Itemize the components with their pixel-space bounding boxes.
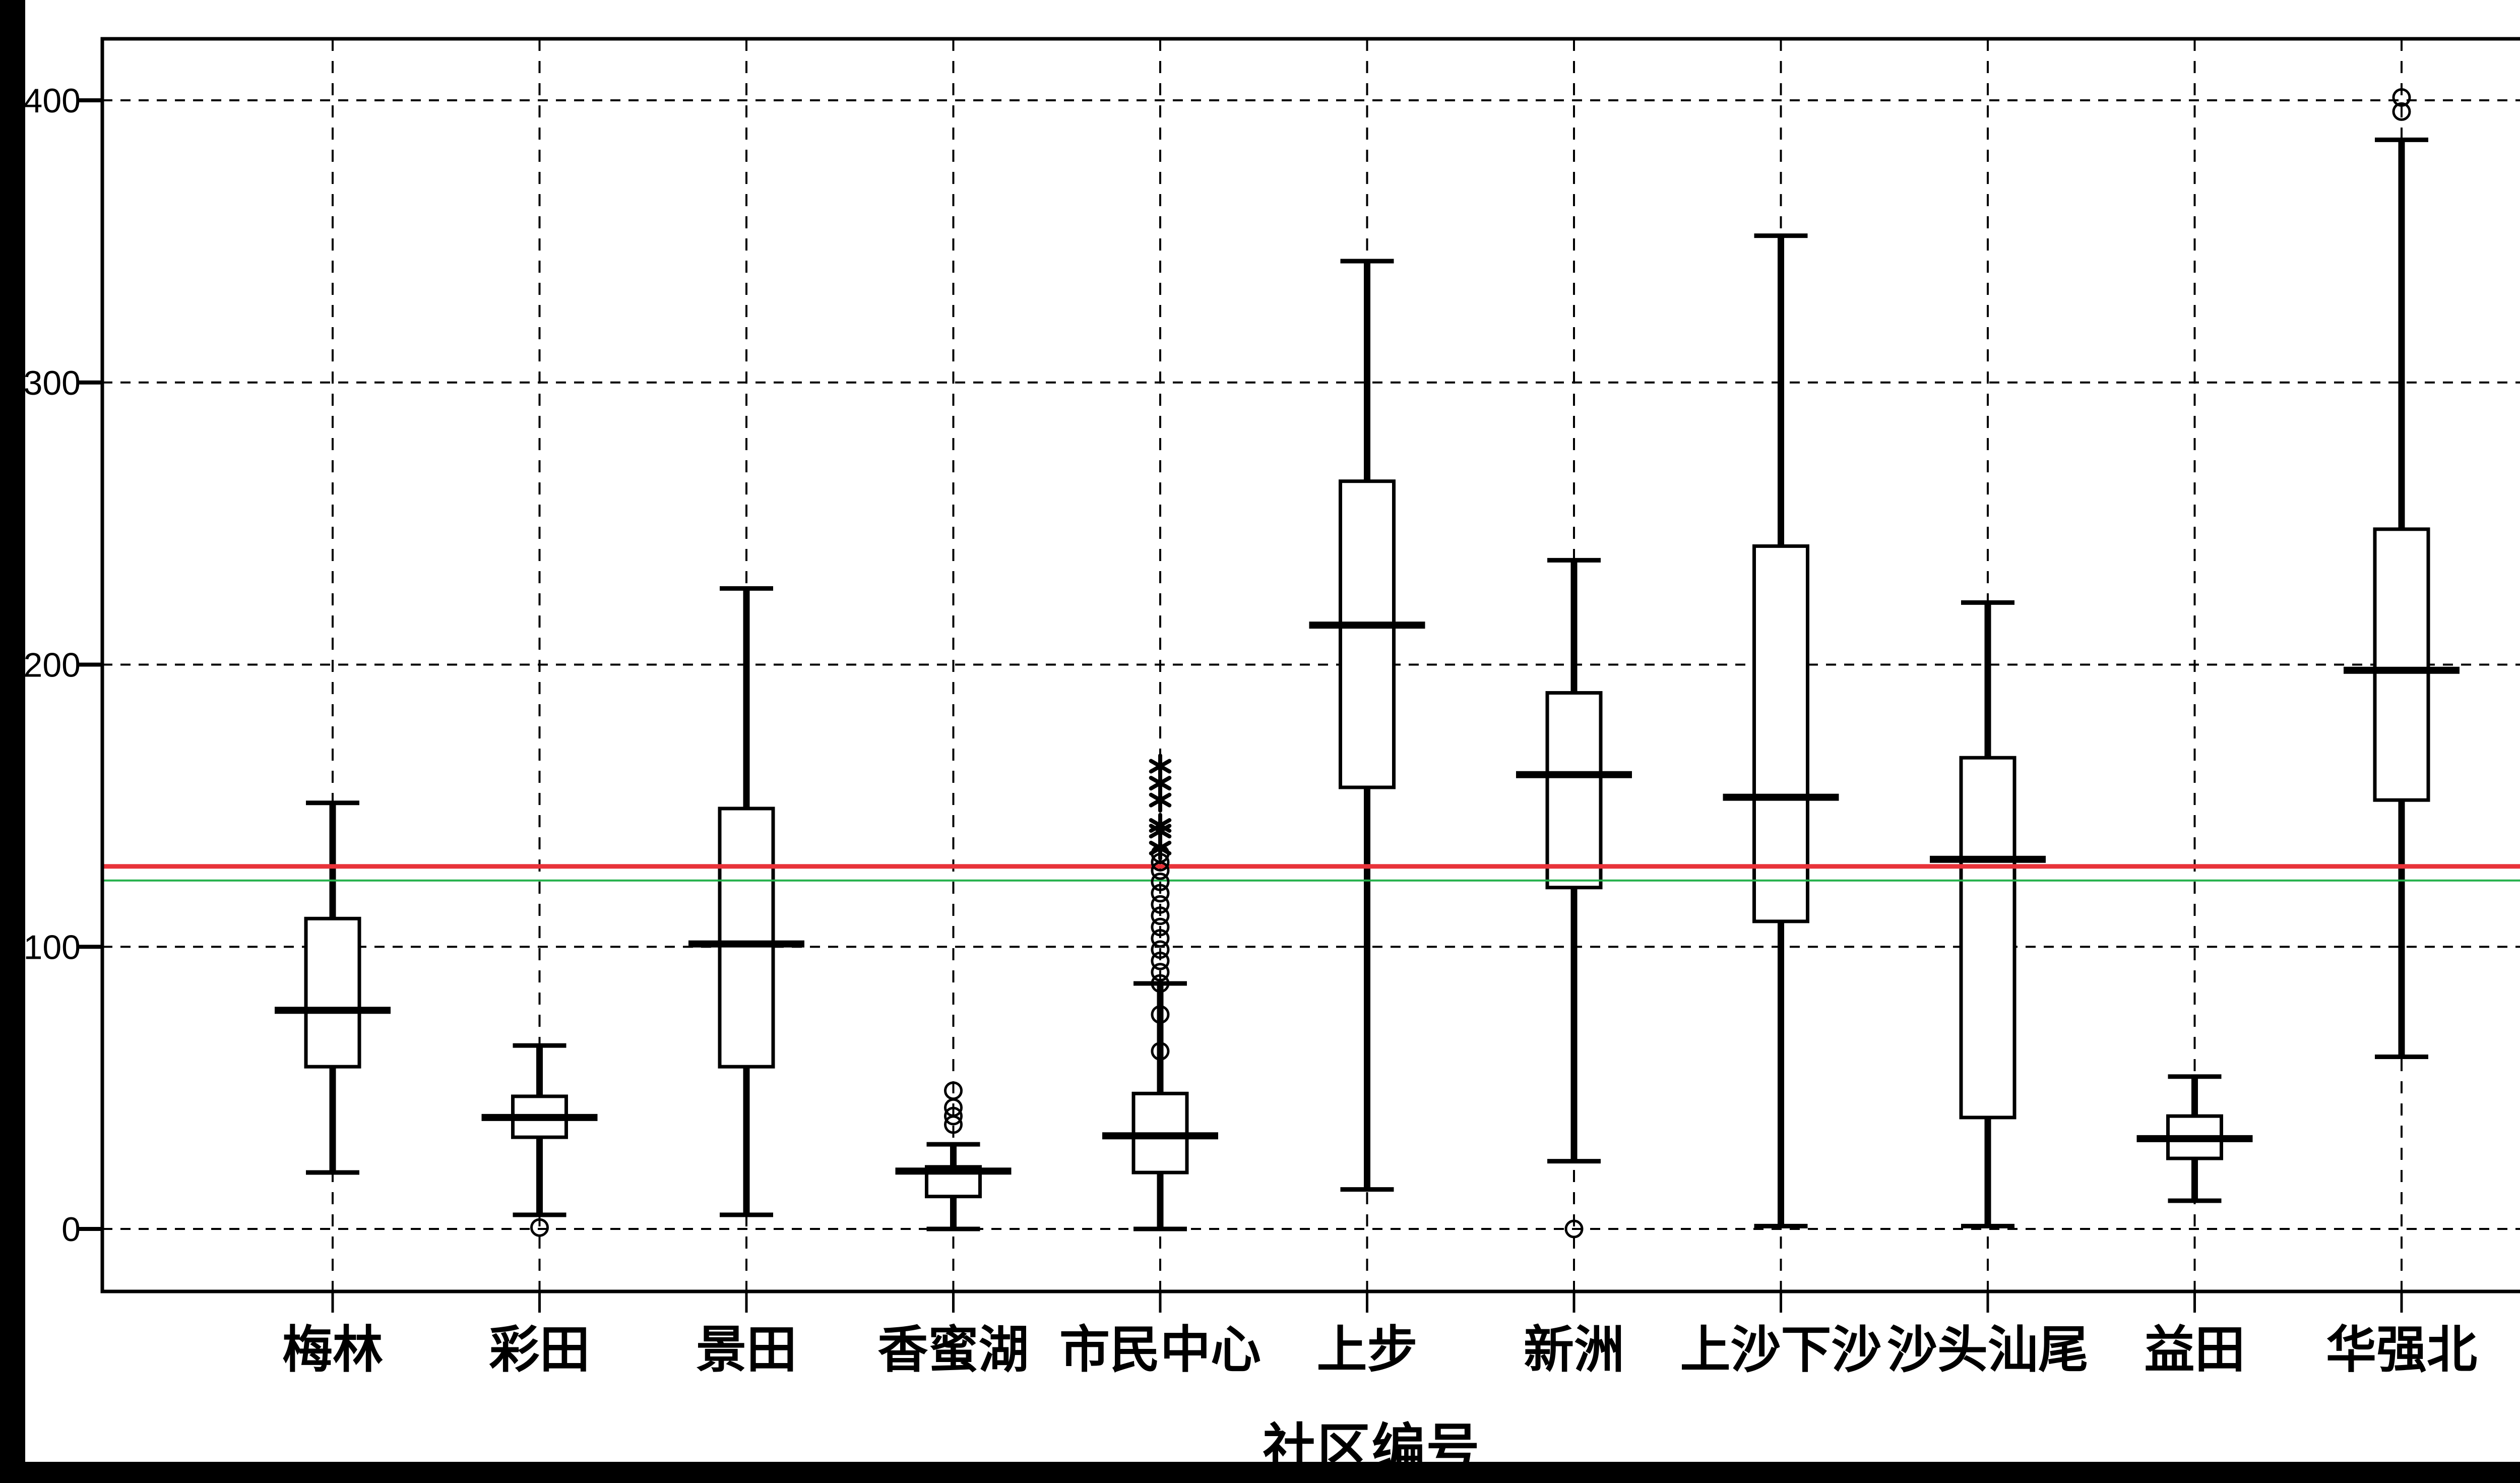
x-category-label: 沙头汕尾 — [1887, 1322, 2089, 1378]
plot-frame — [100, 37, 2520, 1293]
box — [1339, 479, 1396, 789]
asterisk-stroke — [1149, 792, 1172, 808]
x-category-label: 梅林 — [282, 1322, 383, 1378]
x-axis-title: 社区编号 — [1263, 1420, 1481, 1479]
x-category-label: 香蜜湖 — [878, 1322, 1029, 1378]
box — [2373, 527, 2430, 802]
outlier-circle — [1151, 906, 1170, 925]
box — [1959, 756, 2017, 1120]
x-category-label: 新洲 — [1524, 1322, 1624, 1378]
outlier-circle — [1151, 884, 1170, 903]
outlier-circle — [1151, 895, 1170, 914]
extreme-asterisk — [1149, 754, 1172, 779]
y-tick-label: 400 — [24, 82, 81, 120]
outlier-circle — [944, 1081, 963, 1100]
outlier-circle — [1151, 929, 1170, 948]
outlier-circle — [530, 1218, 549, 1237]
outlier-circle — [2392, 88, 2411, 107]
outlier-circle — [1151, 1005, 1170, 1024]
asterisk-stroke — [1149, 759, 1172, 774]
outlier-circle — [2392, 102, 2411, 121]
x-category-label: 景田 — [696, 1322, 797, 1378]
x-category-label: 华强北 — [2326, 1322, 2477, 1378]
box — [1545, 691, 1603, 890]
y-tick-label: 200 — [24, 646, 81, 685]
y-tick-label: 0 — [61, 1210, 81, 1249]
x-category-label: 上沙下沙 — [1680, 1322, 1882, 1378]
y-tick-label: 300 — [24, 364, 81, 402]
outlier-circle — [1151, 951, 1170, 970]
x-category-label: 上步 — [1317, 1322, 1418, 1378]
outlier-circle — [1151, 974, 1170, 993]
outlier-circle — [944, 1106, 963, 1126]
box — [1752, 544, 1809, 923]
box — [718, 807, 775, 1069]
outlier-circle — [1151, 940, 1170, 959]
x-category-label: 市民中心 — [1059, 1322, 1261, 1378]
y-tick-label: 100 — [24, 928, 81, 966]
extreme-asterisk — [1149, 813, 1172, 838]
box — [304, 916, 361, 1069]
outlier-circle — [1564, 1219, 1584, 1239]
outlier-circle — [1151, 963, 1170, 982]
x-category-label: 彩田 — [489, 1322, 590, 1378]
x-category-label: 益田 — [2145, 1322, 2245, 1378]
asterisk-stroke — [1149, 840, 1172, 855]
outlier-circle — [1151, 1041, 1170, 1061]
chart-panel — [25, 0, 2520, 1462]
outlier-circle — [1151, 873, 1170, 892]
asterisk-stroke — [1149, 818, 1172, 833]
asterisk-stroke — [1149, 776, 1172, 791]
outlier-circle — [1151, 917, 1170, 937]
